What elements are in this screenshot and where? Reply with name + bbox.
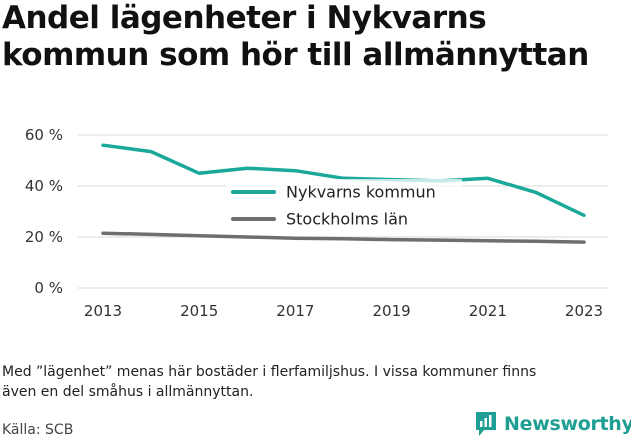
footnote-line-1: Med ”lägenhet” menas här bostäder i fler… (2, 364, 537, 380)
chart-title: Andel lägenheter i Nykvarns kommun som h… (2, 0, 627, 74)
brand-logo: Newsworthy (474, 408, 631, 440)
chart-title-line-1: Andel lägenheter i Nykvarns (2, 0, 487, 36)
legend-background (226, 179, 462, 231)
x-tick-label: 2023 (565, 302, 603, 320)
chart-title-line-2: kommun som hör till allmännyttan (2, 37, 589, 73)
brand-name: Newsworthy (504, 413, 631, 435)
x-tick-label: 2013 (84, 302, 122, 320)
legend: Nykvarns kommun Stockholms län (226, 179, 462, 231)
x-tick-label: 2021 (469, 302, 507, 320)
y-tick-label: 0 % (34, 279, 63, 297)
line-chart: 0 % 20 % 40 % 60 % 2013 2015 2017 2019 2021 2023… (25, 126, 608, 320)
source-label: Källa: SCB (2, 422, 74, 438)
x-tick-label: 2017 (276, 302, 314, 320)
legend-label-nykvarn: Nykvarns kommun (286, 183, 436, 202)
series-line-stockholm (101, 231, 586, 244)
y-axis-tick-labels: 0 % 20 % 40 % 60 % (25, 126, 63, 297)
y-tick-label: 20 % (25, 228, 63, 246)
series-lines (101, 143, 586, 244)
x-tick-label: 2019 (373, 302, 411, 320)
footnote: Med ”lägenhet” menas här bostäder i fler… (2, 362, 612, 402)
y-tick-label: 60 % (25, 126, 63, 144)
legend-label-stockholm: Stockholms län (286, 210, 408, 229)
x-tick-label: 2015 (180, 302, 218, 320)
newsworthy-logo-icon (474, 410, 498, 438)
y-tick-label: 40 % (25, 177, 63, 195)
series-line-nykvarn (101, 143, 586, 218)
x-axis-tick-labels: 2013 2015 2017 2019 2021 2023 (84, 302, 603, 320)
footnote-line-2: även en del småhus i allmännyttan. (2, 384, 254, 400)
